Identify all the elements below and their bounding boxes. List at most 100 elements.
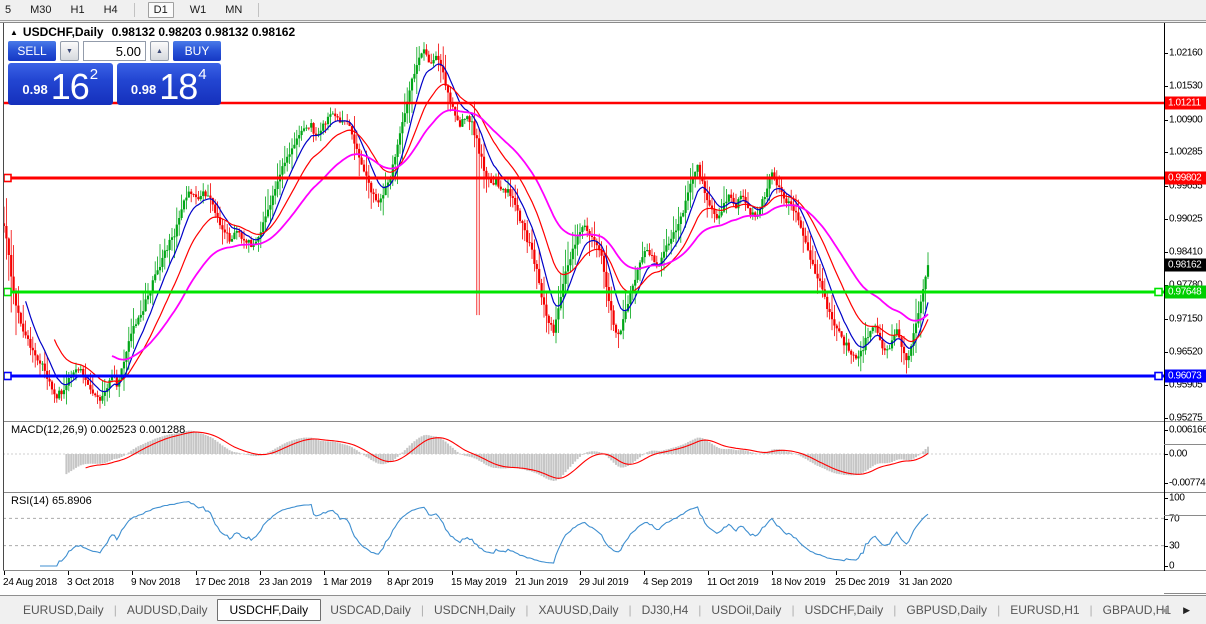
price-axis-tick xyxy=(1165,385,1168,386)
date-axis-label: 11 Oct 2019 xyxy=(707,577,759,588)
rsi-label: RSI(14) 65.8906 xyxy=(11,495,92,507)
timeframe-toolbar: 5 M30 H1 H4 D1 W1 MN xyxy=(0,0,1206,21)
chart-tab-usdoil-daily[interactable]: USDOil,Daily xyxy=(711,603,782,617)
price-axis-label: 1.02160 xyxy=(1169,47,1203,59)
macd-label: MACD(12,26,9) 0.002523 0.001288 xyxy=(11,424,186,436)
rsi-axis-tick xyxy=(1165,519,1168,520)
chart-tab-xauusd-daily[interactable]: XAUUSD,Daily xyxy=(538,603,619,617)
rsi-axis-label: 100 xyxy=(1169,492,1185,504)
rsi-axis-tick xyxy=(1165,566,1168,567)
chart-surface[interactable] xyxy=(0,0,1206,596)
ohlc-readout: 0.98132 0.98203 0.98132 0.98162 xyxy=(111,25,296,39)
price-badge: 0.97648 xyxy=(1165,285,1206,299)
chart-tab-usdchf-daily[interactable]: USDCHF,Daily xyxy=(804,603,884,617)
rsi-axis-tick xyxy=(1165,546,1168,547)
timeframe-button-mn[interactable]: MN xyxy=(225,4,243,16)
tab-separator: | xyxy=(791,603,795,617)
rsi-axis-label: 0 xyxy=(1169,560,1175,572)
price-axis-label: 0.95905 xyxy=(1169,379,1203,391)
date-axis-label: 8 Apr 2019 xyxy=(387,577,434,588)
price-axis-label: 1.00285 xyxy=(1169,146,1203,158)
date-axis-label: 1 Mar 2019 xyxy=(323,577,372,588)
toolbar-separator xyxy=(258,3,260,17)
date-axis-label: 29 Jul 2019 xyxy=(579,577,629,588)
tab-separator: | xyxy=(997,603,1001,617)
axis-panel-divider xyxy=(1164,443,1206,445)
price-axis-label: 0.97780 xyxy=(1169,280,1203,291)
date-axis-label: 21 Jun 2019 xyxy=(515,577,568,588)
chart-tab-gbpaud-h1[interactable]: GBPAUD,H1 xyxy=(1102,603,1172,617)
axis-panel-divider xyxy=(1164,514,1206,516)
date-axis-label: 25 Dec 2019 xyxy=(835,577,890,588)
tab-separator: | xyxy=(893,603,897,617)
volume-decrease-button[interactable]: ▼ xyxy=(60,41,79,61)
price-axis-tick xyxy=(1165,319,1168,320)
price-axis-tick xyxy=(1165,152,1168,153)
spin-down-icon: ▼ xyxy=(66,47,73,55)
chart-tab-bar: EURUSD,Daily | AUDUSD,Daily USDCHF,Daily USD… xyxy=(0,595,1206,624)
price-badge: 1.01211 xyxy=(1165,96,1206,110)
collapse-arrow-icon[interactable]: ▲ xyxy=(10,28,18,37)
sell-price-button[interactable]: 0.98 16 2 xyxy=(8,63,113,105)
tab-separator: | xyxy=(113,603,117,617)
price-axis-tick xyxy=(1165,252,1168,253)
price-axis-label: 0.95275 xyxy=(1169,412,1203,424)
price-axis-label: 0.96520 xyxy=(1169,346,1203,358)
macd-axis-tick xyxy=(1165,454,1168,455)
price-axis-label: 0.99655 xyxy=(1169,180,1203,192)
chart-window[interactable] xyxy=(0,22,1206,595)
tab-scroll-right-icon[interactable]: ▶ xyxy=(1183,604,1190,615)
chart-tab-eurusd-h1[interactable]: EURUSD,H1 xyxy=(1010,603,1080,617)
spin-up-icon: ▲ xyxy=(156,47,163,55)
date-axis-label: 9 Nov 2018 xyxy=(131,577,181,588)
buy-price-point: 4 xyxy=(198,66,207,83)
chart-tab-usdcad-daily[interactable]: USDCAD,Daily xyxy=(330,603,411,617)
sell-button[interactable]: SELL xyxy=(8,41,56,61)
tab-separator: | xyxy=(698,603,702,617)
chart-tab-usdchf-daily[interactable]: USDCHF,Daily xyxy=(216,599,322,621)
price-axis-tick xyxy=(1165,86,1168,87)
timeframe-button-h4[interactable]: H4 xyxy=(103,4,118,16)
rsi-axis-tick xyxy=(1165,498,1168,499)
timeframe-button-5[interactable]: 5 xyxy=(5,4,12,16)
macd-axis-tick xyxy=(1165,430,1168,431)
buy-price-pips: 18 xyxy=(159,66,198,107)
sell-price-pips: 16 xyxy=(50,66,90,107)
buy-price-button[interactable]: 0.98 18 4 xyxy=(116,63,221,107)
timeframe-button-w1[interactable]: W1 xyxy=(189,4,207,16)
timeframe-button-h1[interactable]: H1 xyxy=(70,4,85,16)
chart-tab-gbpusd-daily[interactable]: GBPUSD,Daily xyxy=(906,603,988,617)
price-axis-label: 0.99025 xyxy=(1169,213,1203,225)
date-axis-label: 3 Oct 2018 xyxy=(67,577,114,588)
volume-input[interactable] xyxy=(83,41,146,61)
price-axis-tick xyxy=(1165,53,1168,54)
price-badge: 0.96073 xyxy=(1165,369,1206,383)
price-badge: 0.98162 xyxy=(1165,258,1206,272)
tab-separator: | xyxy=(420,603,424,617)
price-axis-label: 1.00900 xyxy=(1169,114,1203,126)
date-axis-label: 23 Jan 2019 xyxy=(259,577,312,588)
price-axis: 1.02160 1.01530 1.00900 1.00285 0.99655 0.990… xyxy=(1164,22,1206,594)
chart-tab-eurusd-daily[interactable]: EURUSD,Daily xyxy=(23,603,104,617)
date-axis-label: 18 Nov 2019 xyxy=(771,577,826,588)
sell-price-prefix: 0.98 xyxy=(22,82,48,97)
timeframe-button-m30[interactable]: M30 xyxy=(30,4,52,16)
axis-panel-divider xyxy=(1164,592,1206,594)
price-axis-label: 1.01530 xyxy=(1169,80,1203,92)
buy-button[interactable]: BUY xyxy=(173,41,221,61)
timeframe-button-d1[interactable]: D1 xyxy=(147,2,174,18)
tab-scroll-left-icon[interactable]: ◀ xyxy=(1161,604,1169,615)
tab-separator: | xyxy=(1089,603,1093,617)
chart-tab-usdcnh-daily[interactable]: USDCNH,Daily xyxy=(434,603,516,617)
rsi-axis-label: 30 xyxy=(1169,540,1180,552)
toolbar-separator xyxy=(133,3,135,17)
date-axis-label: 4 Sep 2019 xyxy=(643,577,693,588)
chart-title: ▲ USDCHF,Daily 0.98132 0.98203 0.98132 0.9… xyxy=(10,25,295,39)
chart-tab-audusd-daily[interactable]: AUDUSD,Daily xyxy=(126,603,208,617)
price-axis-tick xyxy=(1165,418,1168,419)
date-axis-label: 24 Aug 2018 xyxy=(3,577,57,588)
rsi-axis-label: 70 xyxy=(1169,513,1180,525)
volume-increase-button[interactable]: ▲ xyxy=(150,41,169,61)
chart-tab-dj30-h4[interactable]: DJ30,H4 xyxy=(641,603,689,617)
